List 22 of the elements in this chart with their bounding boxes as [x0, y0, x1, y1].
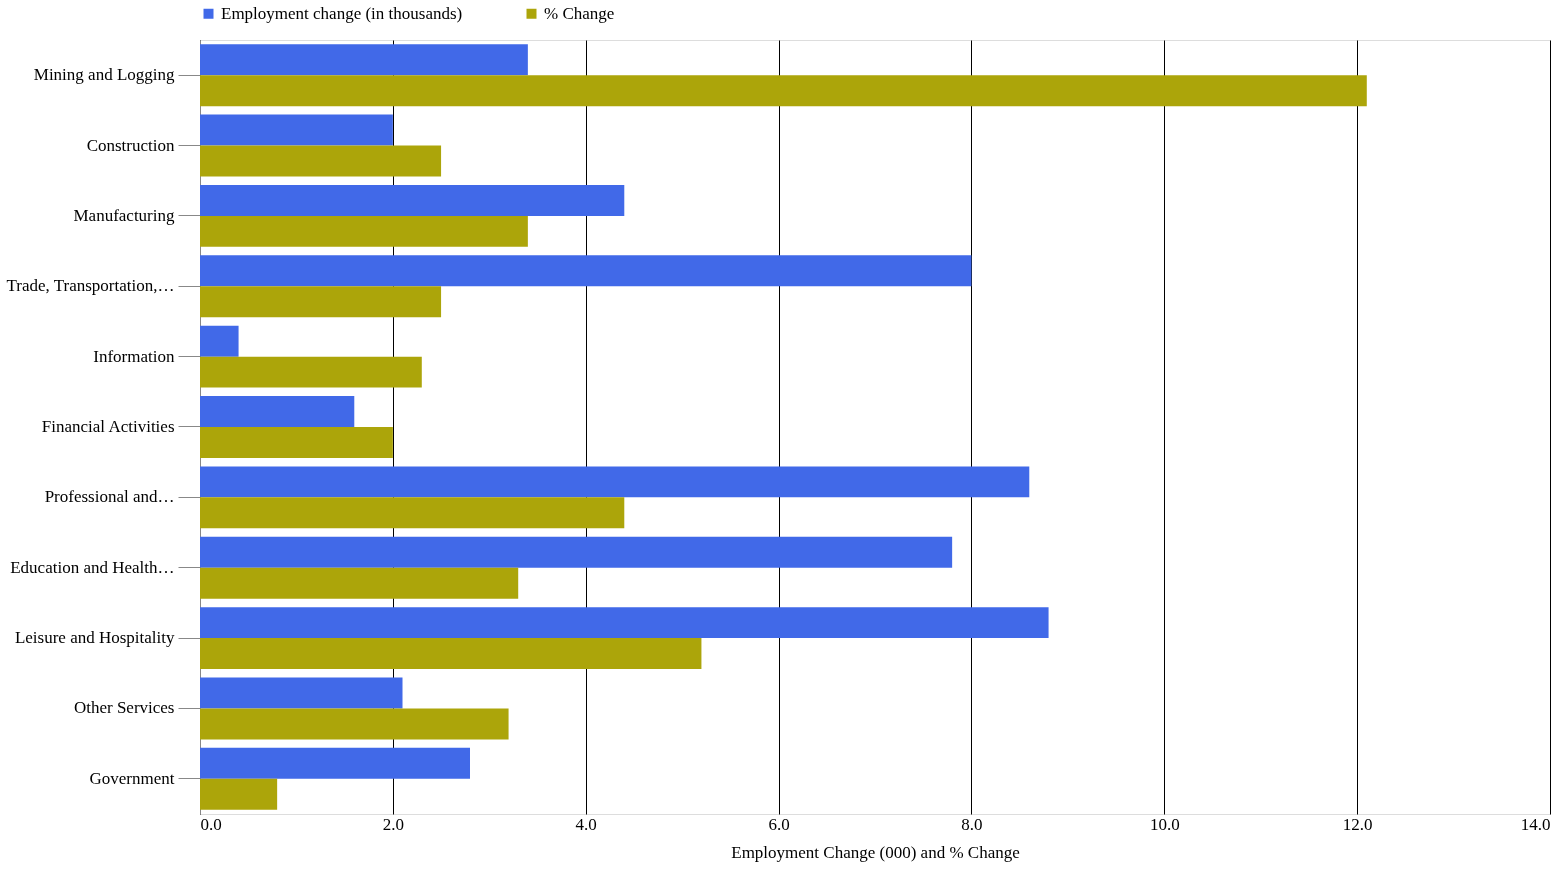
x-tick-label: 14.0 [1520, 814, 1551, 834]
x-tick-label: 8.0 [961, 814, 983, 834]
legend-label: Employment change (in thousands) [221, 3, 463, 23]
y-tick-label: Trade, Transportation,… [6, 276, 175, 296]
y-tick-label: Manufacturing [73, 205, 175, 225]
y-tick-label: Leisure and Hospitality [14, 628, 175, 648]
x-tick-label: 12.0 [1342, 814, 1373, 834]
x-axis-title: Employment Change (000) and % Change [731, 842, 1020, 862]
y-tick-label: Professional and… [44, 487, 175, 507]
x-tick-label: 4.0 [575, 814, 597, 834]
y-tick-label: Information [93, 346, 175, 366]
y-tick-label: Government [89, 768, 175, 788]
x-tick-label: 0.0 [200, 814, 222, 834]
x-tick-label: 2.0 [382, 814, 404, 834]
y-tick-label: Other Services [73, 698, 175, 718]
legend-label: % Change [544, 3, 615, 23]
y-tick-label: Mining and Logging [33, 65, 175, 85]
x-tick-label: 10.0 [1149, 814, 1180, 834]
y-tick-label: Construction [86, 135, 175, 155]
x-tick-label: 6.0 [768, 814, 790, 834]
y-tick-label: Financial Activities [41, 417, 175, 436]
y-tick-label: Education and Health… [10, 557, 175, 577]
